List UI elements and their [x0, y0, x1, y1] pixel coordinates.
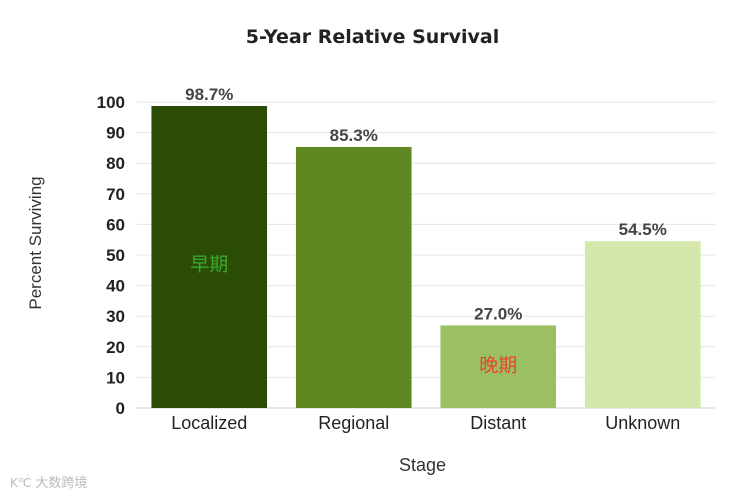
y-tick-label: 60: [106, 215, 125, 234]
bar-annotation: 早期: [190, 253, 228, 275]
y-tick-label: 10: [106, 368, 125, 387]
watermark-text: 大数跨境: [35, 476, 88, 491]
bar: [151, 105, 268, 408]
y-tick-label: 100: [97, 93, 125, 112]
data-label: 98.7%: [185, 85, 233, 104]
y-tick-label: 90: [106, 124, 125, 143]
data-label: 85.3%: [330, 126, 378, 145]
y-tick-label: 30: [106, 307, 125, 326]
x-axis-label: Stage: [398, 455, 447, 475]
bar: [295, 146, 412, 408]
y-tick-label: 80: [106, 154, 125, 173]
ks-logo-icon: K℃: [10, 476, 32, 490]
y-tick-label: 70: [106, 185, 125, 204]
x-tick-label: Localized: [171, 413, 247, 433]
y-tick-label: 40: [106, 277, 125, 296]
data-label: 27.0%: [474, 304, 522, 323]
watermark: K℃ 大数跨境: [10, 472, 87, 491]
bar: [440, 325, 557, 408]
chart-title: 5-Year Relative Survival: [245, 26, 500, 48]
bar-annotation: 晚期: [479, 354, 517, 376]
y-tick-label: 50: [106, 246, 125, 265]
data-label: 54.5%: [619, 220, 667, 239]
x-tick-label: Distant: [470, 413, 526, 433]
y-tick-label: 20: [106, 338, 125, 357]
y-tick-label: 0: [116, 399, 125, 418]
bar: [584, 241, 701, 408]
x-tick-label: Regional: [318, 413, 389, 433]
x-tick-label: Unknown: [605, 413, 680, 433]
